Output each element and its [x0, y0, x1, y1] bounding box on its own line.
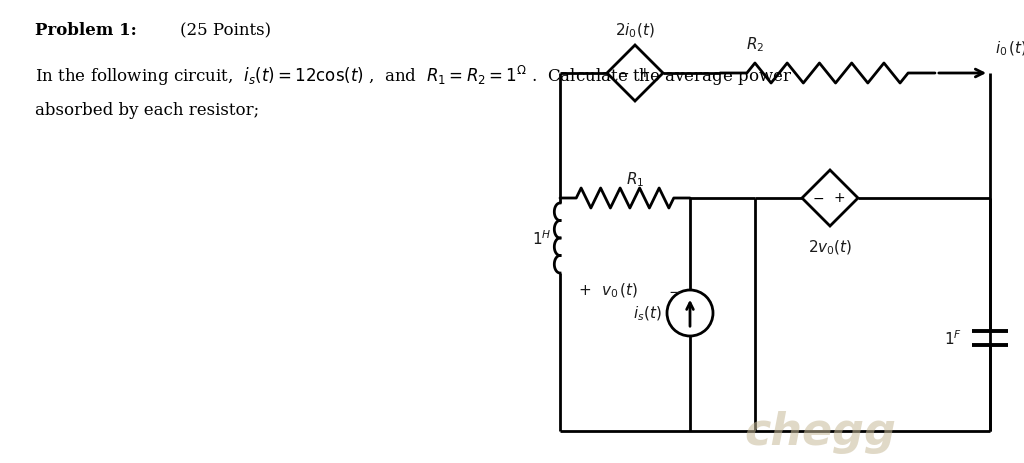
- Text: $i_s(t)$: $i_s(t)$: [633, 304, 662, 323]
- Text: chegg: chegg: [744, 410, 896, 453]
- Text: $+$: $+$: [638, 66, 650, 80]
- Text: $1^H$: $1^H$: [532, 229, 552, 248]
- Text: $+$: $+$: [578, 282, 591, 297]
- Text: $2i_0(t)$: $2i_0(t)$: [615, 22, 654, 40]
- Text: $v_0\,(t)$: $v_0\,(t)$: [601, 281, 639, 299]
- Text: $R_1$: $R_1$: [626, 170, 644, 188]
- Text: absorbed by each resistor;: absorbed by each resistor;: [35, 102, 259, 119]
- Text: $+$: $+$: [833, 191, 845, 205]
- Text: $2v_0(t)$: $2v_0(t)$: [808, 238, 852, 257]
- Text: In the following circuit,  $i_s(t) = 12\cos(t)$ ,  and  $R_1 = R_2 = 1^\Omega$ .: In the following circuit, $i_s(t) = 12\c…: [35, 64, 793, 88]
- Text: Problem 1:: Problem 1:: [35, 22, 137, 39]
- Text: $-$: $-$: [812, 191, 824, 205]
- Text: $R_2$: $R_2$: [745, 35, 764, 54]
- Text: $i_0\,(t)$: $i_0\,(t)$: [995, 39, 1024, 58]
- Text: $1^F$: $1^F$: [944, 329, 962, 348]
- Text: $-$: $-$: [668, 282, 681, 297]
- Text: $-$: $-$: [616, 66, 629, 80]
- Text: (25 Points): (25 Points): [180, 22, 271, 39]
